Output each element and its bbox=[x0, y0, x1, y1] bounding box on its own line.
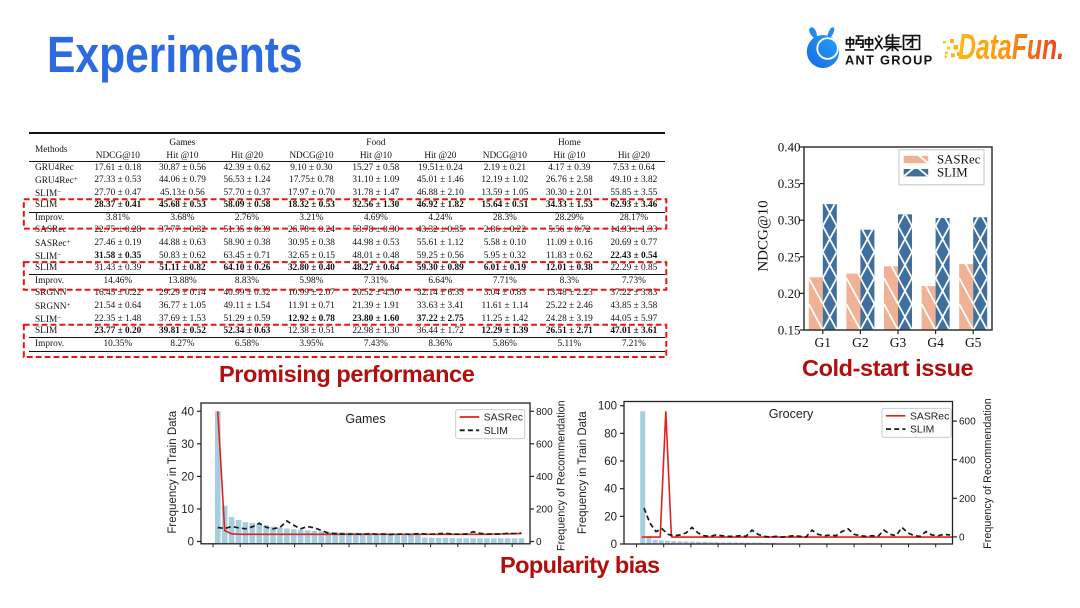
svg-text:Frequency in Train Data: Frequency in Train Data bbox=[577, 411, 589, 534]
svg-text:80: 80 bbox=[604, 428, 617, 440]
svg-text:0.20: 0.20 bbox=[778, 286, 801, 301]
svg-text:0.40: 0.40 bbox=[778, 140, 801, 155]
svg-text:0.30: 0.30 bbox=[778, 213, 801, 228]
svg-text:600: 600 bbox=[959, 417, 976, 428]
svg-text:G3: G3 bbox=[890, 335, 907, 350]
svg-text:G1: G1 bbox=[815, 335, 832, 350]
svg-text:0: 0 bbox=[611, 539, 617, 551]
svg-text:60: 60 bbox=[604, 456, 617, 468]
svg-text:100: 100 bbox=[598, 401, 617, 413]
svg-text:DataFun.: DataFun. bbox=[958, 26, 1064, 67]
svg-text:0: 0 bbox=[188, 537, 194, 549]
svg-text:600: 600 bbox=[536, 439, 553, 450]
svg-text:40: 40 bbox=[181, 406, 194, 418]
svg-text:0.15: 0.15 bbox=[778, 323, 801, 338]
svg-text:20: 20 bbox=[181, 471, 194, 483]
svg-text:200: 200 bbox=[536, 505, 553, 516]
svg-text:0: 0 bbox=[959, 533, 965, 544]
svg-text:SASRec: SASRec bbox=[910, 411, 949, 422]
svg-text:200: 200 bbox=[959, 494, 976, 505]
svg-text:ANT GROUP: ANT GROUP bbox=[845, 53, 933, 68]
svg-text:SASRec: SASRec bbox=[484, 413, 523, 424]
svg-text:Frequency of Recommendation: Frequency of Recommendation bbox=[556, 400, 568, 551]
svg-text:40: 40 bbox=[604, 484, 617, 496]
svg-text:Grocery: Grocery bbox=[769, 407, 814, 421]
svg-text:800: 800 bbox=[536, 407, 553, 418]
svg-text:NDCG@10: NDCG@10 bbox=[756, 200, 772, 271]
svg-text:10: 10 bbox=[181, 504, 194, 516]
svg-text:SASRec: SASRec bbox=[937, 152, 981, 166]
svg-text:Games: Games bbox=[345, 412, 385, 426]
svg-text:G2: G2 bbox=[852, 335, 869, 350]
svg-text:30: 30 bbox=[181, 439, 194, 451]
svg-text:SLIM: SLIM bbox=[937, 165, 968, 179]
svg-text:0: 0 bbox=[536, 537, 542, 548]
svg-text:400: 400 bbox=[536, 472, 553, 483]
svg-text:400: 400 bbox=[959, 455, 976, 466]
svg-text:0.35: 0.35 bbox=[778, 176, 801, 191]
svg-text:G5: G5 bbox=[965, 335, 982, 350]
svg-text:Frequency in Train Data: Frequency in Train Data bbox=[167, 410, 179, 533]
svg-text:SLIM: SLIM bbox=[484, 426, 508, 437]
svg-text:SLIM: SLIM bbox=[910, 425, 934, 436]
svg-text:20: 20 bbox=[604, 511, 617, 523]
svg-text:G4: G4 bbox=[927, 335, 944, 350]
svg-text:Frequency of Recommendation: Frequency of Recommendation bbox=[982, 398, 994, 549]
svg-text:0.25: 0.25 bbox=[778, 249, 801, 264]
